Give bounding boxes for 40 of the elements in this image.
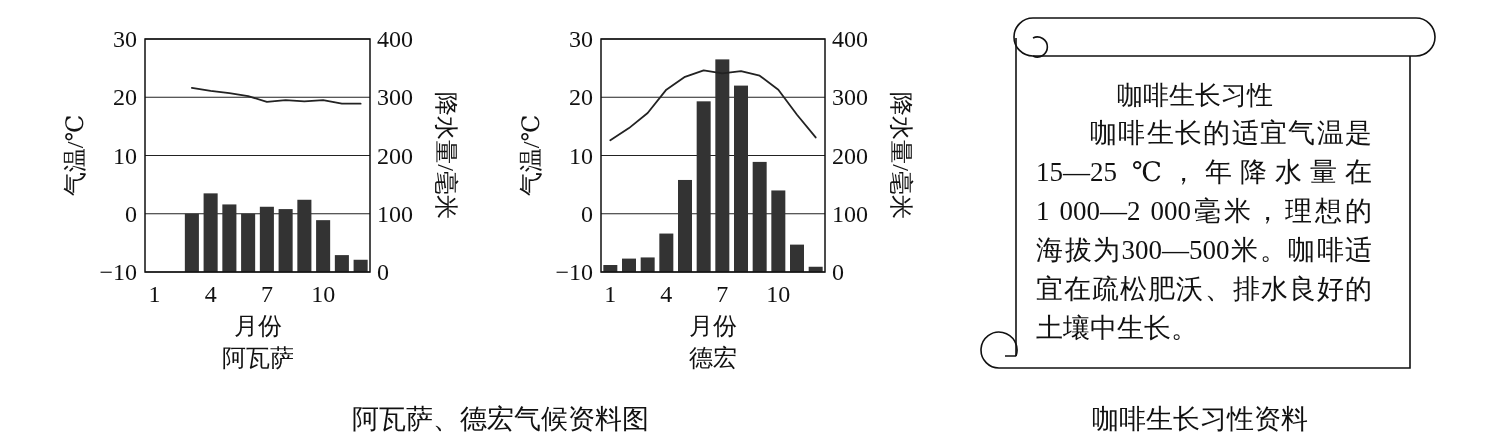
x-tick-label: 10 <box>311 281 336 307</box>
y2-tick-label: 0 <box>377 259 389 285</box>
y-axis-title: 气温/℃ <box>62 114 88 197</box>
y2-tick-label: 300 <box>377 84 413 111</box>
x-tick-label: 4 <box>204 281 217 307</box>
x-axis-title: 月份 <box>233 313 282 339</box>
text: 咖啡生长的适宜气温是15—25 ℃，年降水量在1 000—2 000毫米，理想的海拔为300—500米。咖啡适宜在疏松肥沃、排水良好的土壤中生长。 <box>1036 118 1372 343</box>
text: 阿瓦萨 <box>221 345 294 371</box>
y2-axis-title: 降水量/毫米 <box>888 92 914 219</box>
y2-tick-label: 300 <box>832 84 868 111</box>
y2-tick-label: 200 <box>832 142 868 169</box>
y-tick-label: 30 <box>569 26 593 52</box>
y-tick-label: 20 <box>113 84 137 111</box>
text: 阿瓦萨、德宏气候资料图 <box>351 404 649 434</box>
y2-tick-label: 400 <box>832 26 868 52</box>
y-tick-label: −10 <box>555 259 593 285</box>
x-tick-label: 7 <box>716 281 729 307</box>
y2-tick-label: 200 <box>377 142 413 169</box>
y2-tick-label: 0 <box>832 259 844 285</box>
x-tick-label: 4 <box>660 281 673 307</box>
y-axis-title: 气温/℃ <box>518 114 544 197</box>
x-axis-title: 月份 <box>689 313 737 339</box>
x-tick-label: 10 <box>766 281 791 307</box>
y2-tick-label: 400 <box>377 26 413 52</box>
text: 咖啡生长习性资料 <box>1092 404 1308 434</box>
y-tick-label: 10 <box>113 142 137 169</box>
y-tick-label: −10 <box>99 259 137 285</box>
x-tick-label: 1 <box>604 281 617 307</box>
y2-axis-title: 降水量/毫米 <box>433 92 459 219</box>
y-tick-label: 20 <box>569 84 593 111</box>
y-tick-label: 10 <box>569 142 593 169</box>
x-tick-label: 7 <box>260 281 273 307</box>
y2-tick-label: 100 <box>377 200 413 227</box>
y-tick-label: 0 <box>581 200 593 227</box>
text: 咖啡生长习性 <box>1117 81 1273 110</box>
x-tick-label: 1 <box>148 281 161 307</box>
y-tick-label: 30 <box>113 26 137 52</box>
y2-tick-label: 100 <box>832 200 868 227</box>
y-tick-label: 0 <box>125 200 137 227</box>
text: 德宏 <box>689 345 737 371</box>
